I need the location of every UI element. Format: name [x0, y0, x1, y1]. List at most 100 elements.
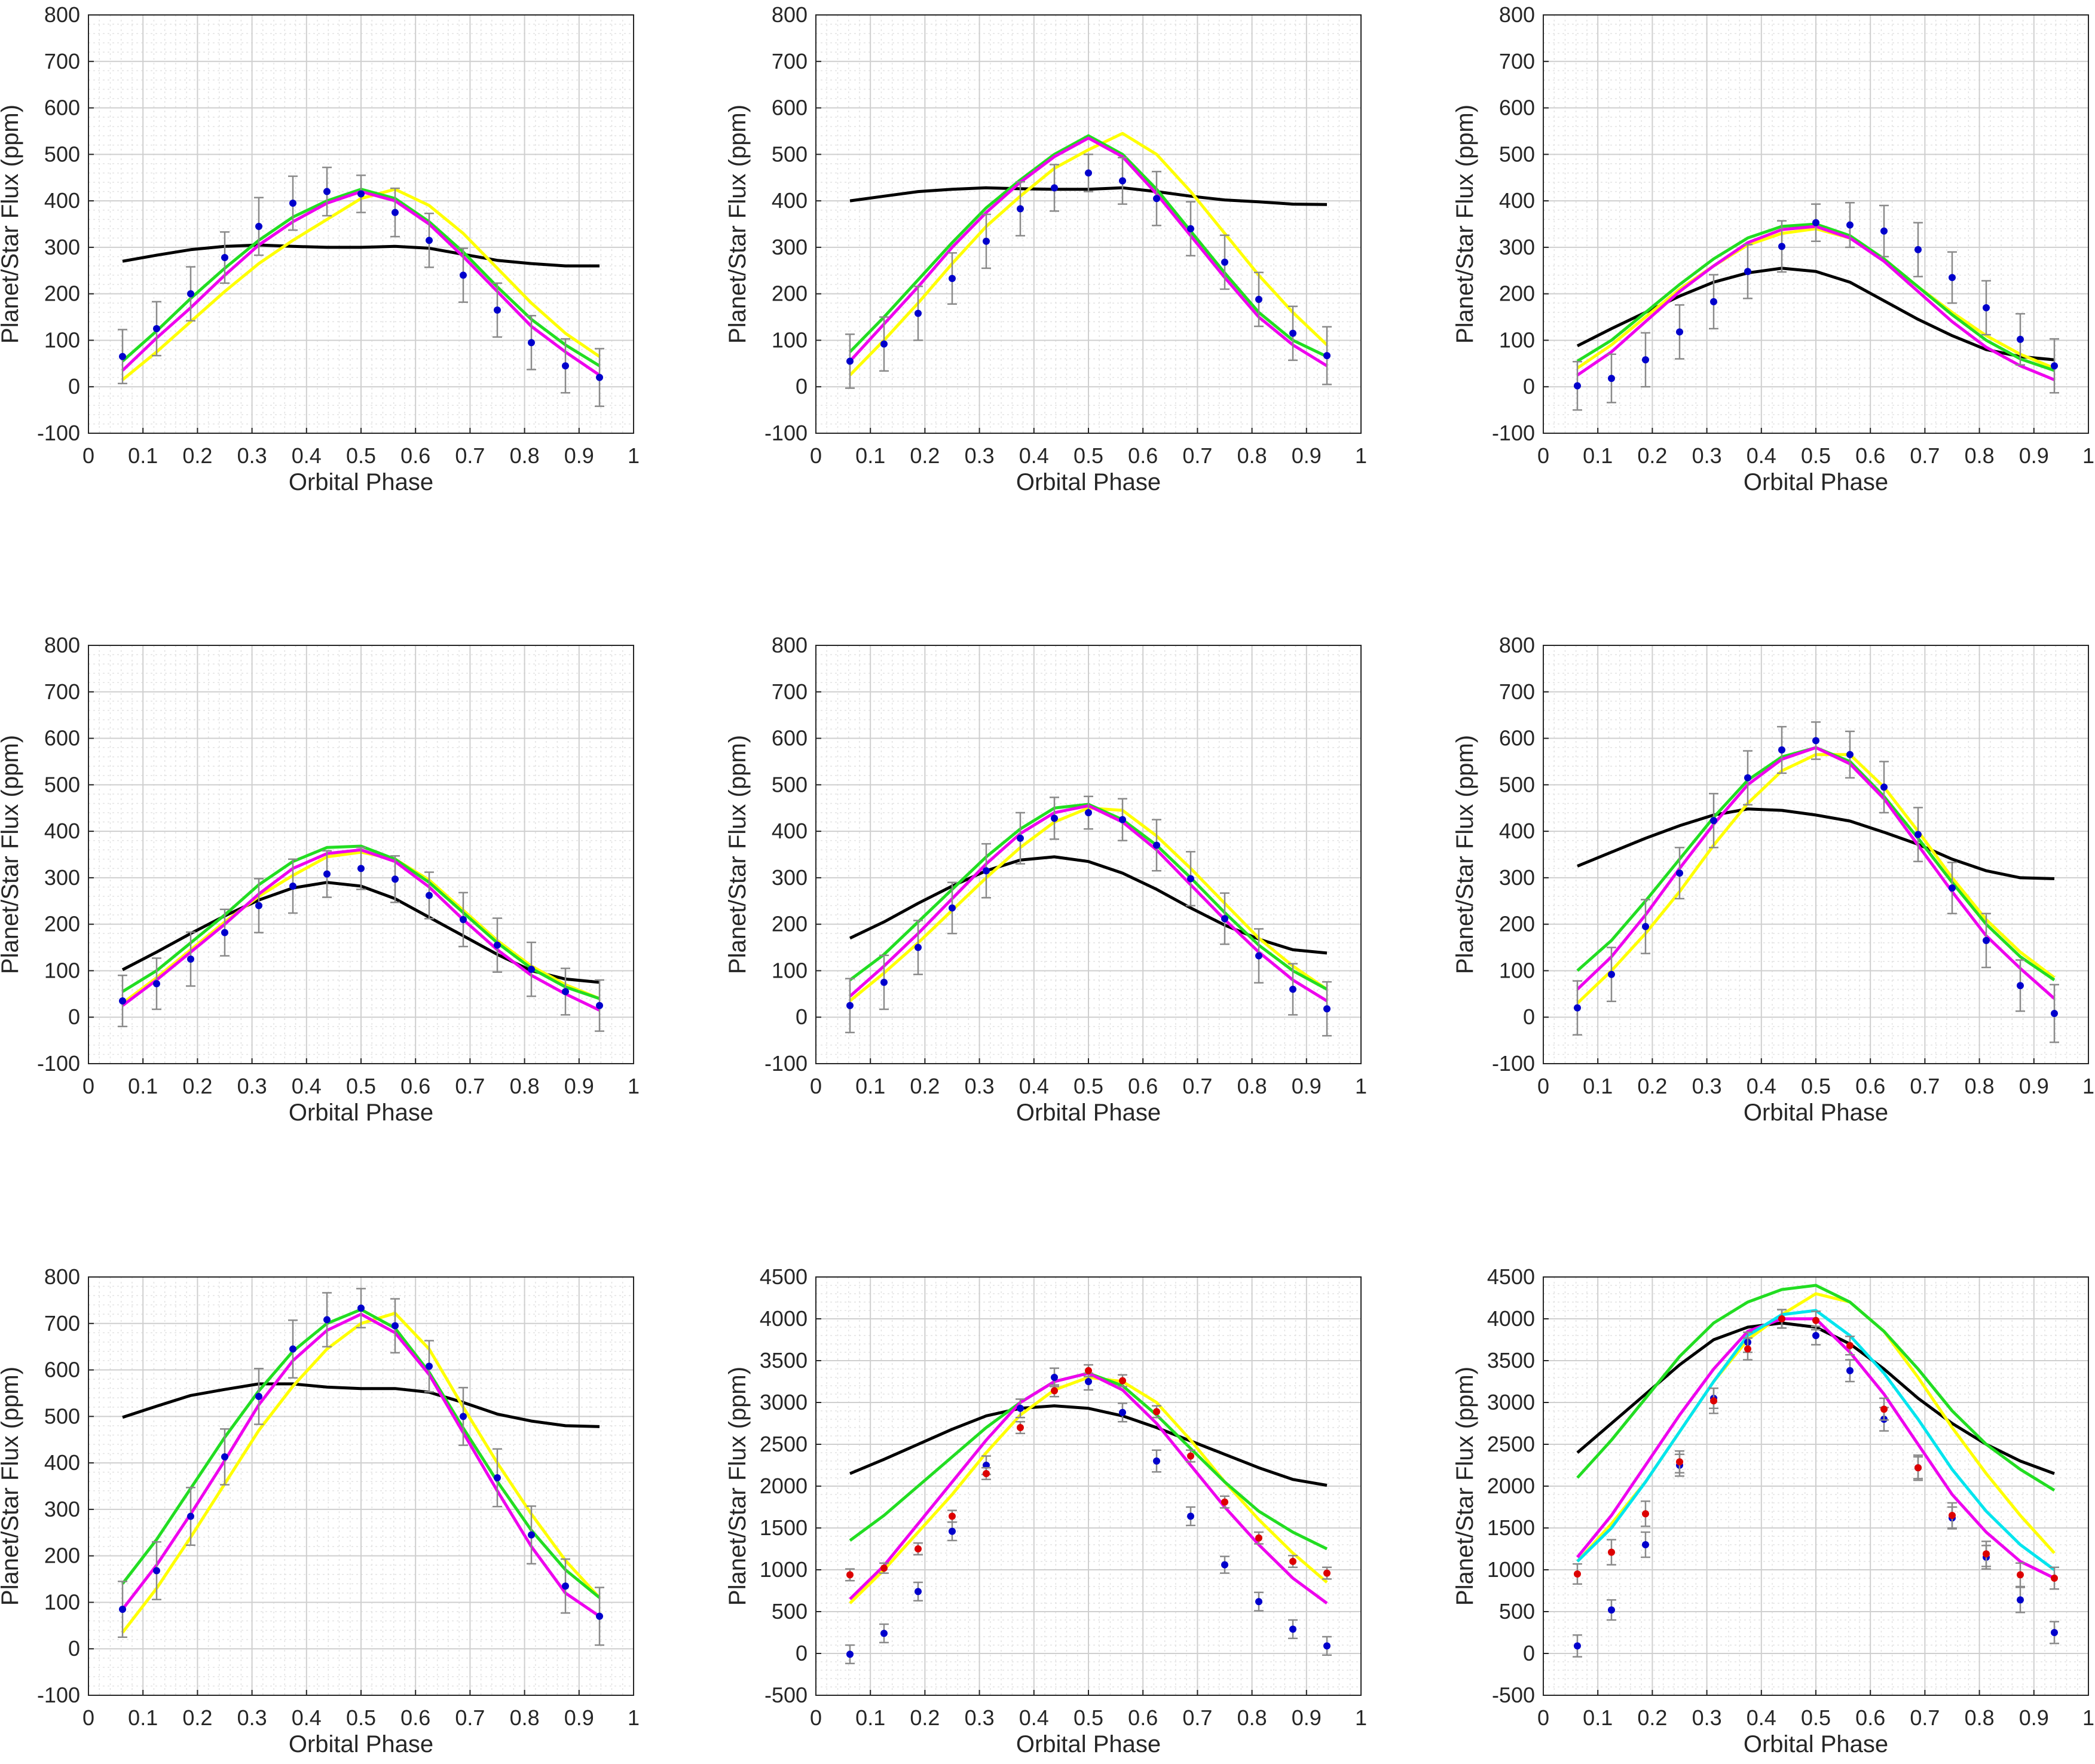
x-tick-label: 1 [628, 1705, 640, 1730]
data-point [983, 237, 990, 245]
x-axis-label: Orbital Phase [289, 469, 433, 495]
y-tick-label: 4000 [1487, 1306, 1535, 1331]
data-point [1153, 1457, 1160, 1465]
y-tick-label: 1500 [760, 1515, 808, 1540]
y-tick-label: 500 [772, 1599, 808, 1624]
y-tick-label: 300 [44, 865, 80, 890]
data-point [1744, 774, 1751, 782]
y-tick-label: 500 [772, 142, 808, 166]
y-tick-label: -100 [764, 1051, 808, 1076]
x-tick-label: 0.3 [1692, 1074, 1722, 1098]
x-tick-label: 0.6 [1855, 1074, 1885, 1098]
data-point [2017, 982, 2024, 990]
chart-panel-2: 0 0.1 0.2 0.3 0.4 0.5 0.6 0.7 0.8 0.9 1-1000100200… [724, 2, 1367, 495]
data-points [1573, 721, 2059, 1043]
data-point [1017, 1404, 1024, 1412]
data-point [119, 1606, 126, 1613]
data-points [845, 154, 1332, 389]
x-tick-label: 0.4 [1019, 1705, 1049, 1730]
data-point [1187, 225, 1194, 232]
y-tick-label: 1500 [1487, 1515, 1535, 1540]
data-point [255, 902, 262, 909]
data-point [1983, 304, 1990, 311]
x-tick-label: 0 [1537, 443, 1549, 468]
x-tick-label: 0.2 [182, 1705, 212, 1730]
data-point [289, 882, 296, 890]
data-point [915, 310, 922, 317]
x-tick-label: 0.5 [346, 443, 376, 468]
data-point [1812, 219, 1819, 226]
x-tick-label: 0.9 [2019, 1705, 2049, 1730]
x-axis-label: Orbital Phase [1744, 1100, 1888, 1126]
x-tick-label: 0.6 [400, 1705, 430, 1730]
x-tick-label: 0.6 [1855, 443, 1885, 468]
x-tick-label: 0.7 [1182, 1074, 1212, 1098]
x-tick-label: 0.3 [965, 1074, 995, 1098]
data-point [1949, 1512, 1956, 1519]
data-point [1914, 246, 1922, 253]
x-tick-label: 0.8 [1965, 443, 1995, 468]
data-point [289, 200, 296, 207]
data-point [1880, 783, 1888, 791]
data-point [1221, 1498, 1228, 1506]
x-tick-label: 0.7 [455, 443, 485, 468]
data-point [119, 353, 126, 360]
data-point [1949, 274, 1956, 281]
model-curve-yellow [849, 131, 1328, 376]
data-point [1187, 875, 1194, 883]
data-point [2017, 1571, 2024, 1579]
y-axis-label: Planet/Star Flux (ppm) [724, 1367, 751, 1606]
data-point [1846, 1342, 1854, 1349]
x-tick-label: 0.3 [237, 443, 267, 468]
x-tick-label: 0.9 [564, 1074, 594, 1098]
y-tick-label: 700 [44, 679, 80, 704]
y-tick-label: 0 [1523, 1004, 1535, 1029]
y-tick-label: 0 [1523, 1641, 1535, 1665]
data-point [596, 1612, 603, 1620]
data-point [2051, 1575, 2058, 1582]
x-tick-label: 0.1 [855, 443, 885, 468]
y-tick-label: 700 [772, 49, 808, 74]
data-point [1608, 375, 1615, 382]
y-tick-label: 300 [44, 1497, 80, 1521]
data-point [426, 892, 433, 899]
data-point [1846, 1367, 1854, 1374]
x-axis-label: Orbital Phase [1744, 469, 1888, 495]
y-tick-label: 100 [44, 1590, 80, 1614]
data-point [1574, 1004, 1581, 1012]
data-point [392, 209, 399, 216]
y-tick-label: 200 [772, 912, 808, 936]
y-tick-label: 800 [772, 633, 808, 657]
x-tick-label: 0.2 [182, 443, 212, 468]
data-point [949, 1512, 956, 1520]
data-point [289, 1345, 296, 1353]
y-tick-label: 0 [68, 374, 80, 399]
data-points [845, 795, 1332, 1037]
y-tick-label: 500 [44, 1404, 80, 1428]
data-point [846, 1571, 854, 1579]
y-tick-label: 200 [1499, 912, 1535, 936]
y-tick-label: 600 [44, 726, 80, 751]
x-tick-label: 0 [810, 1705, 822, 1730]
data-point [1187, 1512, 1194, 1520]
chart-panel-5: 0 0.1 0.2 0.3 0.4 0.5 0.6 0.7 0.8 0.9 1-1000100200… [724, 633, 1367, 1126]
data-point [1983, 936, 1990, 944]
data-point [1574, 1642, 1581, 1650]
data-point [1051, 1374, 1058, 1381]
y-tick-label: 400 [44, 188, 80, 213]
x-tick-label: 0.9 [564, 1705, 594, 1730]
x-tick-label: 0.4 [292, 1074, 322, 1098]
y-tick-label: 4500 [760, 1264, 808, 1289]
x-tick-label: 0.4 [292, 443, 322, 468]
data-point [1221, 258, 1228, 266]
y-axis-label: Planet/Star Flux (ppm) [1452, 735, 1478, 974]
data-point [1608, 1548, 1615, 1556]
y-tick-label: 1000 [1487, 1557, 1535, 1582]
x-tick-label: 0.1 [128, 1705, 158, 1730]
data-points [118, 847, 604, 1032]
x-tick-label: 0 [82, 1705, 94, 1730]
data-point [1289, 1558, 1296, 1565]
x-tick-label: 0.4 [1747, 443, 1776, 468]
x-tick-label: 0.7 [1910, 443, 1940, 468]
data-point [949, 904, 956, 912]
